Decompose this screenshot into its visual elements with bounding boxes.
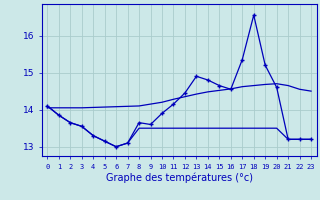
X-axis label: Graphe des températures (°c): Graphe des températures (°c) [106, 172, 253, 183]
